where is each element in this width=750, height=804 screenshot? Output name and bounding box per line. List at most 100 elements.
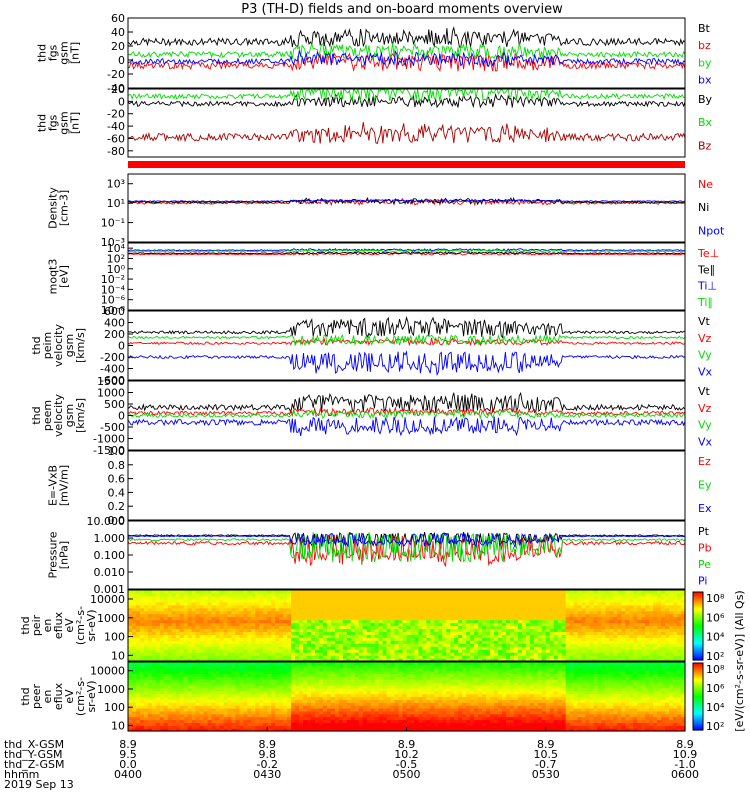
- heatmap-cell: [291, 590, 296, 594]
- heatmap-cell: [379, 590, 384, 594]
- ytick-label: 10⁻¹: [101, 217, 125, 230]
- heatmap-cell: [227, 662, 232, 665]
- series-Vx-line: [128, 417, 685, 436]
- heatmap-cell: [267, 662, 272, 665]
- heatmap-cell: [223, 590, 228, 594]
- heatmap-cell: [255, 662, 260, 665]
- ytick-label: 20: [111, 40, 125, 53]
- heatmap-cell: [347, 590, 352, 594]
- heatmap-cell: [283, 590, 288, 594]
- heatmap-cell: [466, 590, 471, 594]
- legend-Ez: Ez: [698, 455, 711, 468]
- heatmap-cell: [462, 590, 467, 594]
- legend-bz: bz: [698, 39, 711, 52]
- heatmap-cell: [160, 590, 165, 594]
- heatmap-cell: [303, 590, 308, 594]
- panel-frame: [128, 174, 685, 242]
- heatmap-cell: [243, 662, 248, 665]
- ytick-label: 0: [118, 54, 125, 67]
- heatmap-cell: [271, 590, 276, 594]
- heatmap-cell: [550, 590, 555, 594]
- heatmap-cell: [259, 662, 264, 665]
- heatmap-cell: [363, 590, 368, 594]
- heatmap-cell: [156, 662, 161, 665]
- heatmap-cell: [422, 590, 427, 594]
- heatmap-cell: [315, 590, 320, 594]
- heatmap-cell: [172, 662, 177, 665]
- ytick-label: -80: [107, 145, 125, 158]
- series-Bx-line: [128, 89, 685, 101]
- ytick-label: 0.4: [108, 486, 126, 499]
- ytick-label: -60: [107, 132, 125, 145]
- heatmap-cell: [450, 590, 455, 594]
- heatmap-cell: [319, 590, 324, 594]
- heatmap-cell: [558, 590, 563, 594]
- heatmap-cell: [395, 590, 400, 594]
- plot-title: P3 (TH-D) fields and on-board moments ov…: [241, 2, 563, 17]
- heatmap-cell: [311, 662, 316, 665]
- heatmap-cell: [212, 590, 217, 594]
- legend-Pi: Pi: [698, 575, 707, 588]
- heatmap-cell: [609, 590, 614, 594]
- heatmap-cell: [677, 590, 682, 594]
- heatmap-cell: [601, 590, 606, 594]
- heatmap-cell: [355, 590, 360, 594]
- ytick-label: -20: [107, 108, 125, 121]
- heatmap-cell: [192, 662, 197, 665]
- heatmap-cell: [570, 590, 575, 594]
- panel-7-ylabel: [mV/m]: [58, 465, 71, 506]
- panel-4: moqt3[eV]10⁴10²10⁰10⁻²10⁻⁴10⁻⁶10⁻⁸Te⊥Te∥…: [47, 242, 720, 317]
- heatmap-cell: [287, 662, 292, 665]
- ytick-label: 0.6: [108, 473, 126, 486]
- heatmap-cell: [148, 662, 153, 665]
- ytick-label: 1.0: [108, 445, 126, 458]
- legend-Vz: Vz: [698, 332, 712, 345]
- heatmap-cell: [514, 590, 519, 594]
- heatmap-cell: [359, 590, 364, 594]
- heatmap-cell: [343, 590, 348, 594]
- heatmap-cell: [307, 662, 312, 665]
- ytick-label: 10³: [107, 178, 125, 191]
- heatmap-cell: [474, 590, 479, 594]
- heatmap-cell: [621, 590, 626, 594]
- ytick-label: 10¹: [107, 197, 125, 210]
- series-by-line: [128, 43, 685, 59]
- heatmap-cell: [486, 590, 491, 594]
- panel-6: thdpeemvelocitygsm[km/s]150010005000-500…: [30, 375, 713, 457]
- heatmap-cell: [327, 662, 332, 665]
- heatmap-cell: [319, 662, 324, 665]
- heatmap-cell: [490, 590, 495, 594]
- heatmap-cell: [196, 662, 201, 665]
- heatmap-cell: [613, 590, 618, 594]
- heatmap-cell: [140, 590, 145, 594]
- panel-5-ylabel: [km/s]: [74, 328, 87, 363]
- panel-6-ylabel: [km/s]: [74, 398, 87, 433]
- heatmap-cell: [164, 662, 169, 665]
- heatmap-cell: [530, 590, 535, 594]
- ytick-label: 100: [104, 631, 125, 644]
- ytick-label: 0.8: [108, 459, 126, 472]
- heatmap-cell: [526, 590, 531, 594]
- heatmap-cell: [335, 662, 340, 665]
- heatmap-cell: [653, 590, 658, 594]
- ytick-label: 0.010: [94, 566, 126, 579]
- heatmap-cell: [235, 590, 240, 594]
- heatmap-cell: [239, 662, 244, 665]
- panel-5: thdpeimvelocitygsm[km/s]6004002000-200-4…: [30, 305, 713, 387]
- heatmap-cell: [669, 590, 674, 594]
- heatmap-cell: [148, 590, 153, 594]
- heatmap-cell: [470, 590, 475, 594]
- heatmap-cell: [657, 590, 662, 594]
- heatmap-cell: [136, 662, 141, 665]
- heatmap-cell: [339, 662, 344, 665]
- heatmap-cell: [502, 590, 507, 594]
- legend-Vx: Vx: [698, 366, 713, 379]
- heatmap-cell: [323, 590, 328, 594]
- heatmap-cell: [391, 590, 396, 594]
- heatmap-cell: [243, 590, 248, 594]
- heatmap-cell: [494, 590, 499, 594]
